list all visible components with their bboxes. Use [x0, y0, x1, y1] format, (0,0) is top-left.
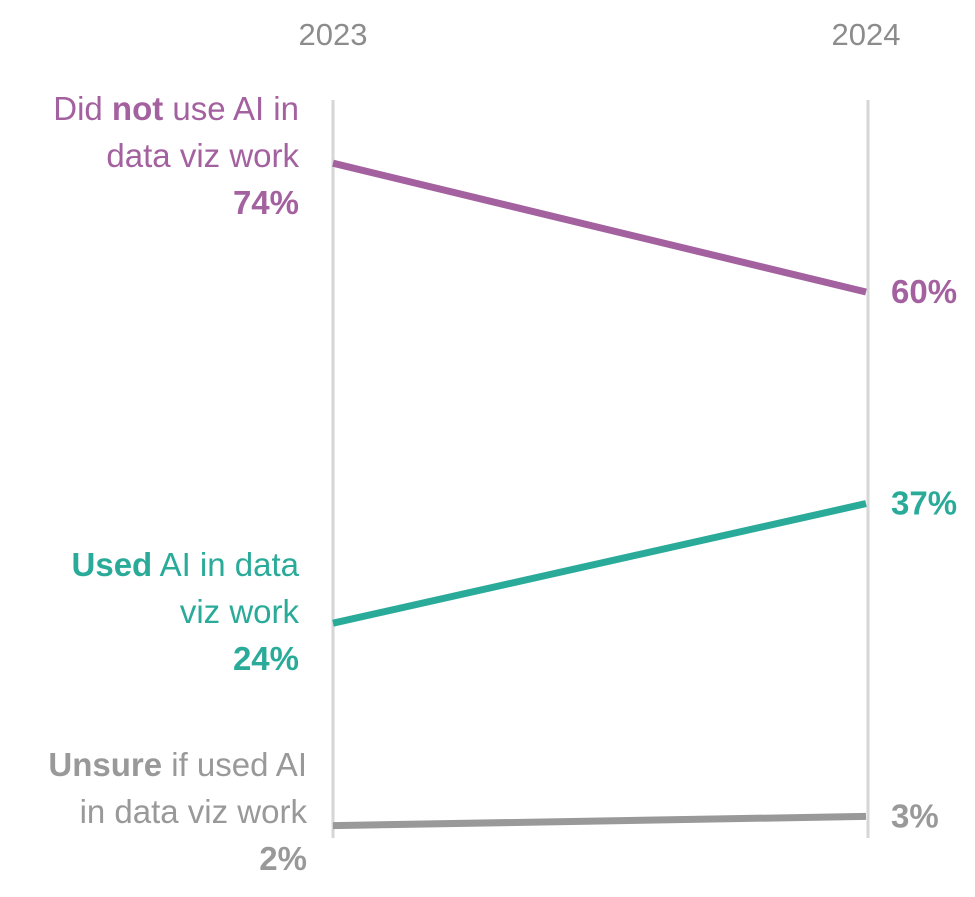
series-label-not_used-line-2: data viz work: [106, 137, 299, 174]
series-label-unsure-line-1: Unsure if used AI: [48, 746, 307, 783]
value-label-2024-not_used: 60%: [891, 273, 957, 310]
series-layer: Did not use AI in data viz work 74% 60% Used…: [48, 90, 957, 877]
value-label-2023-unsure: 2%: [259, 840, 307, 877]
value-label-2023-used: 24%: [233, 640, 299, 677]
series-line-unsure: [332, 812, 867, 830]
series-label-used-line-1: Used AI in data: [72, 546, 300, 583]
series-label-used-line-2: viz work: [180, 593, 300, 630]
series-label-unsure-line-2: in data viz work: [80, 793, 308, 830]
x-tick-label-2023: 2023: [299, 17, 368, 52]
value-label-2024-used: 37%: [891, 485, 957, 522]
value-label-2024-unsure: 3%: [891, 797, 939, 834]
series-line-not_used: [332, 159, 867, 296]
x-tick-label-2024: 2024: [832, 17, 901, 52]
series-label-not_used-line-1: Did not use AI in: [53, 90, 299, 127]
value-label-2023-not_used: 74%: [233, 184, 299, 221]
series-line-used: [332, 500, 867, 627]
